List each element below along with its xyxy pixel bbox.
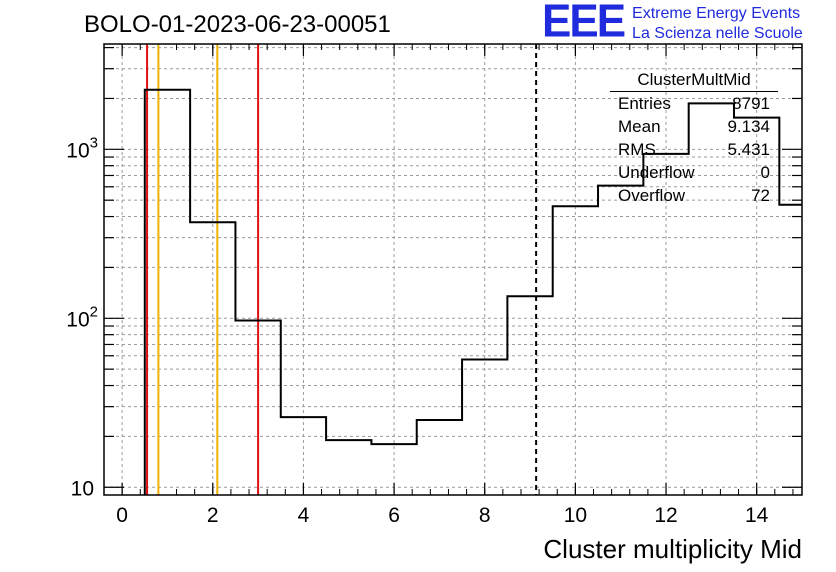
x-tick-label: 0 xyxy=(116,504,128,527)
axis-tick-labels: 0 2 4 6 8 10 12 14 10 102 103 xyxy=(66,134,768,527)
stats-title: ClusterMultMid xyxy=(610,70,778,92)
stats-value: 9.134 xyxy=(727,117,770,136)
stats-value: 8791 xyxy=(732,94,770,113)
stats-row: Underflow 0 xyxy=(610,161,778,184)
marker-lines xyxy=(146,44,538,495)
plot-frame xyxy=(103,43,803,496)
logo-line-1: Extreme Energy Events xyxy=(632,5,801,22)
y-tick-label: 103 xyxy=(66,134,98,162)
stats-value: 5.431 xyxy=(727,140,770,159)
x-tick-label: 4 xyxy=(298,504,310,527)
eee-logo-mark: EEE xyxy=(542,0,626,48)
run-title: BOLO-01-2023-06-23-00051 xyxy=(84,11,391,38)
histogram-bins xyxy=(143,88,802,495)
histogram-outline xyxy=(143,88,802,495)
stats-row: Entries 8791 xyxy=(610,92,778,115)
stats-label: Mean xyxy=(618,117,661,136)
x-tick-label: 14 xyxy=(745,504,769,527)
x-axis-label: Cluster multiplicity Mid xyxy=(543,534,802,564)
stats-label: Overflow xyxy=(618,186,686,205)
x-tick-label: 6 xyxy=(388,504,400,527)
grid-lines xyxy=(104,44,802,495)
stats-row: Overflow 72 xyxy=(610,184,778,207)
stats-label: Entries xyxy=(618,94,671,113)
stats-row: Mean 9.134 xyxy=(610,115,778,138)
x-tick-label: 10 xyxy=(564,504,587,527)
y-tick-label: 102 xyxy=(66,303,98,331)
stats-box: ClusterMultMid Entries 8791 Mean 9.134 R… xyxy=(610,70,778,207)
eee-logo-text: Extreme Energy Events La Scienza nelle S… xyxy=(632,4,803,44)
x-tick-label: 12 xyxy=(654,504,677,527)
y-tick-label: 10 xyxy=(71,477,94,500)
x-tick-label: 8 xyxy=(479,504,491,527)
stats-label: RMS xyxy=(618,140,656,159)
stats-row: RMS 5.431 xyxy=(610,138,778,161)
eee-logo: EEE Extreme Energy Events La Scienza nel… xyxy=(542,0,803,48)
x-tick-label: 2 xyxy=(207,504,219,527)
stats-value: 0 xyxy=(760,163,770,182)
stats-label: Underflow xyxy=(618,163,695,182)
logo-line-2: La Scienza nelle Scuole xyxy=(632,25,803,42)
stats-value: 72 xyxy=(751,186,770,205)
axis-ticks xyxy=(103,44,802,495)
